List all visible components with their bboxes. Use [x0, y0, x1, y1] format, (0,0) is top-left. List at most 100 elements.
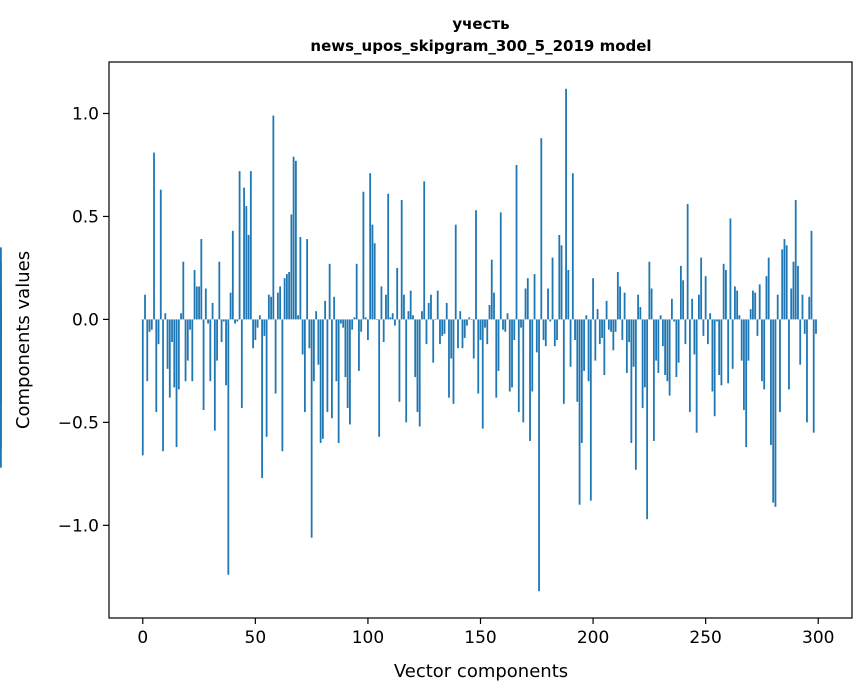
bar-11 — [166, 319, 169, 369]
bar-258 — [722, 263, 725, 320]
bar-42 — [236, 319, 239, 322]
bar-236 — [673, 319, 676, 322]
bar-220 — [637, 294, 640, 320]
bar-193 — [576, 319, 579, 402]
bar-series — [0, 88, 817, 592]
bar-169 — [522, 319, 525, 423]
bar-145 — [468, 317, 471, 320]
bar-95 — [355, 263, 358, 320]
bar-270 — [749, 309, 752, 320]
bar-232 — [664, 319, 667, 376]
bar-112 — [394, 319, 396, 326]
bar-51 — [256, 319, 259, 328]
bar-161 — [504, 319, 507, 332]
bar-298 — [812, 319, 815, 433]
bar-153 — [486, 319, 489, 345]
bar-19 — [184, 319, 187, 382]
bar-199 — [589, 319, 592, 501]
bar-64 — [285, 274, 288, 320]
bar-158 — [497, 319, 500, 371]
bar-80 — [321, 319, 324, 439]
bar-242 — [686, 204, 689, 320]
bar-276 — [763, 319, 766, 390]
bar-97 — [360, 319, 363, 332]
bar-115 — [400, 199, 403, 320]
bar-78 — [317, 319, 320, 365]
bar-38 — [227, 319, 230, 575]
x-tick-label: 300 — [802, 628, 834, 648]
bar-213 — [621, 319, 624, 340]
bar-155 — [490, 259, 493, 320]
bar-72 — [303, 319, 306, 413]
bar-121 — [414, 319, 417, 378]
bar-27 — [202, 319, 205, 411]
bar-167 — [517, 319, 520, 413]
bar-162 — [506, 313, 509, 320]
bar-231 — [661, 319, 664, 347]
bar-83 — [328, 263, 331, 320]
bar-99 — [364, 317, 367, 320]
bar-262 — [731, 319, 734, 369]
bar-198 — [587, 319, 590, 382]
bar-164 — [511, 319, 513, 388]
bar-116 — [403, 294, 405, 320]
bar-50 — [254, 319, 257, 340]
y-tick-label: −0.5 — [58, 413, 99, 433]
bar-150 — [479, 319, 482, 340]
bar-289 — [792, 261, 795, 320]
bar-36 — [222, 319, 225, 322]
bar-26 — [200, 239, 203, 320]
bar-23 — [193, 269, 196, 320]
bar-124 — [421, 311, 423, 320]
bar-113 — [396, 267, 399, 320]
bar-269 — [747, 319, 750, 361]
bar-241 — [684, 319, 687, 345]
bar-30 — [209, 319, 212, 382]
bar-144 — [466, 319, 468, 326]
bar-170 — [524, 288, 527, 320]
bar-127 — [427, 302, 430, 320]
bar-117 — [405, 319, 408, 423]
bar-1 — [144, 294, 146, 320]
bar-101 — [369, 173, 372, 320]
bar-87 — [337, 319, 340, 443]
bar-79 — [319, 319, 322, 443]
bar-197 — [585, 315, 588, 320]
bar-238 — [677, 319, 680, 363]
bar-192 — [574, 319, 576, 340]
bar-297 — [810, 230, 813, 320]
bar-160 — [502, 319, 504, 330]
bar-154 — [488, 304, 491, 320]
y-tick-label: 0.5 — [72, 207, 99, 227]
bar-211 — [616, 272, 619, 320]
bar-212 — [619, 286, 621, 320]
bar-172 — [529, 319, 531, 441]
bar-248 — [700, 257, 703, 320]
bar-255 — [716, 319, 718, 322]
bar-148 — [475, 210, 477, 320]
bar-277 — [765, 276, 768, 320]
bar-286 — [785, 245, 788, 320]
bar-88 — [340, 319, 342, 324]
bar-235 — [670, 298, 673, 320]
bar-111 — [391, 313, 394, 320]
bar-168 — [520, 319, 522, 328]
bar-244 — [691, 298, 694, 320]
bar-143 — [463, 319, 466, 338]
bar-128 — [430, 294, 432, 320]
bar-177 — [540, 138, 543, 320]
bar-135 — [445, 302, 448, 320]
bar-208 — [610, 319, 612, 332]
bar-200 — [592, 278, 594, 320]
bar-106 — [380, 286, 383, 320]
bar-119 — [409, 290, 412, 320]
bar-77 — [315, 311, 318, 320]
bar-178 — [542, 319, 545, 340]
bar-92 — [349, 319, 351, 425]
bar-137 — [450, 319, 453, 359]
bar-183 — [553, 319, 556, 347]
bar-217 — [630, 319, 633, 443]
bar-136 — [448, 319, 450, 398]
bar-98 — [362, 191, 365, 320]
bar-275 — [761, 319, 763, 382]
